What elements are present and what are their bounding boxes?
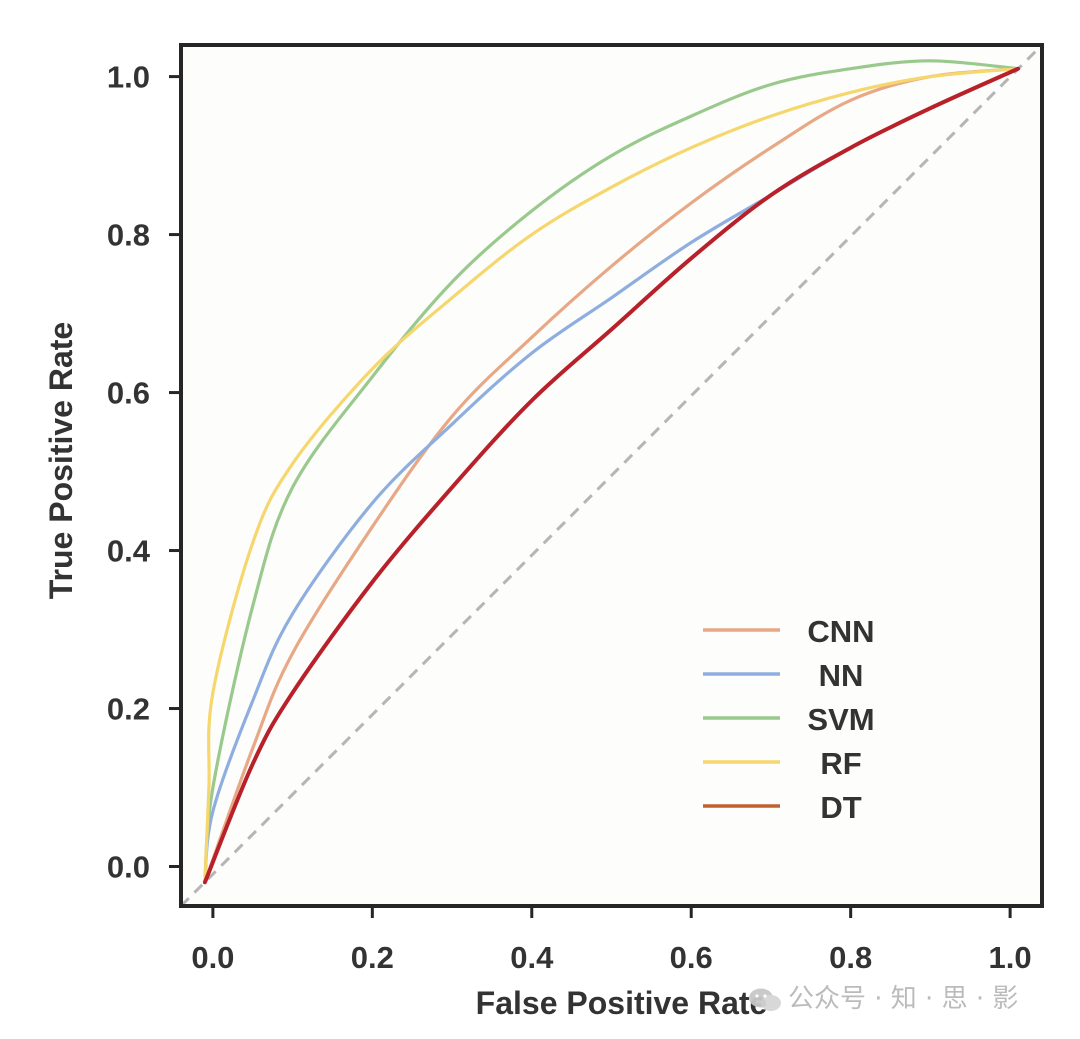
wechat-icon — [749, 988, 781, 1011]
x-axis-title: False Positive Rate — [476, 985, 768, 1021]
y-tick-label: 0.8 — [107, 218, 150, 253]
x-tick-label: 0.0 — [191, 940, 234, 975]
roc-curve-rf — [203, 67, 1020, 884]
legend-label-cnn: CNN — [807, 614, 874, 649]
y-tick-label: 1.0 — [107, 60, 150, 95]
roc-curve-cnn — [203, 67, 1020, 884]
watermark: 公众号 · 知 · 思 · 影 — [748, 978, 1018, 1015]
x-tick-label: 1.0 — [989, 940, 1032, 975]
watermark-text: 公众号 · 知 · 思 · 影 — [788, 984, 1019, 1014]
x-tick-label: 0.4 — [510, 940, 554, 975]
x-tick-label: 0.6 — [670, 940, 713, 975]
legend-label-dt: DT — [820, 790, 861, 825]
plot-frame — [179, 43, 1044, 908]
legend: CNN NN SVM RF DT — [703, 614, 875, 825]
roc-curve-dt — [202, 66, 1021, 885]
y-tick-label: 0.0 — [107, 850, 150, 885]
x-tick-label: 0.8 — [829, 940, 872, 975]
y-tick-label: 0.6 — [107, 376, 150, 411]
roc-curve-svm — [203, 59, 1020, 884]
legend-label-svm: SVM — [807, 702, 874, 737]
legend-label-nn: NN — [819, 658, 864, 693]
y-tick-label: 0.2 — [107, 692, 150, 727]
y-tick-label: 0.4 — [107, 534, 151, 569]
x-tick-label: 0.2 — [351, 940, 394, 975]
legend-label-rf: RF — [820, 746, 861, 781]
chance-diagonal-line — [179, 43, 1044, 908]
y-axis-title: True Positive Rate — [43, 322, 79, 599]
